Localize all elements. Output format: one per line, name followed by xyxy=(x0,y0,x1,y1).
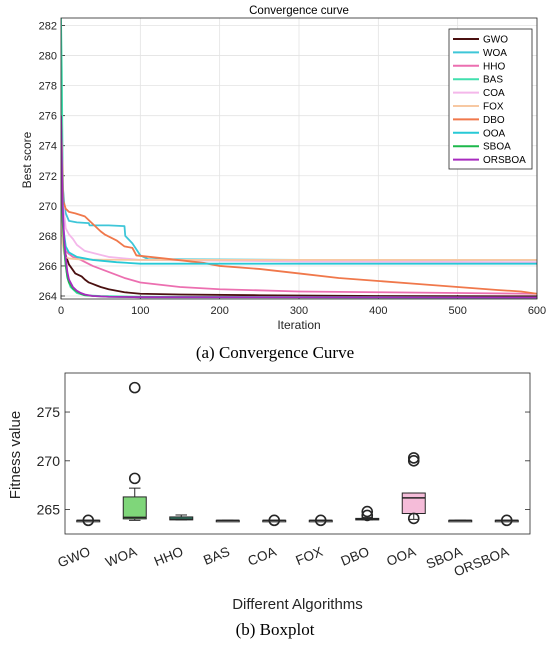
y-tick-label: 274 xyxy=(39,141,57,153)
caption-a-text: Convergence Curve xyxy=(218,343,355,362)
outlier-dbo xyxy=(361,509,374,522)
y-tick-label: 270 xyxy=(37,453,61,469)
series-line-dbo xyxy=(61,115,537,295)
x-tick-label-hho: HHO xyxy=(152,544,185,569)
legend-label-sboa: SBOA xyxy=(483,142,511,153)
legend-label-woa: WOA xyxy=(483,48,507,59)
convergence-chart: 0 100 200 300 400 500 600 264 266 268 270 272 274 276… xyxy=(20,5,546,332)
legend-label-hho: HHO xyxy=(483,61,505,72)
plot-frame xyxy=(60,17,538,300)
x-tick-label-gwo: GWO xyxy=(55,544,92,571)
legend-label-orsboa: ORSBOA xyxy=(483,155,526,166)
plot-frame xyxy=(64,372,531,535)
y-tick-label: 270 xyxy=(39,201,57,213)
x-tick-label: 0 xyxy=(58,305,64,317)
y-tick-label: 280 xyxy=(39,51,57,63)
caption-a-label: (a) xyxy=(195,343,215,362)
outlier-woa xyxy=(128,381,141,394)
series-group xyxy=(61,18,537,299)
x-tick-label: 400 xyxy=(369,305,387,317)
legend-label-bas: BAS xyxy=(483,75,503,86)
chart-title: Convergence curve xyxy=(249,5,349,17)
x-tick-label-woa: WOA xyxy=(103,544,139,570)
x-tick-label-fox: FOX xyxy=(294,544,325,568)
box-woa xyxy=(122,496,147,520)
x-tick-label: 600 xyxy=(528,305,546,317)
outlier-gwo xyxy=(82,514,95,527)
outlier-dbo xyxy=(361,505,374,518)
x-tick-label: 200 xyxy=(210,305,228,317)
x-tick-label: 500 xyxy=(448,305,466,317)
legend-label-ooa: OOA xyxy=(483,128,506,139)
outlier-fox xyxy=(314,514,327,527)
x-tick-label: 300 xyxy=(290,305,308,317)
y-tick-label: 275 xyxy=(37,404,61,420)
x-tick-label-bas: BAS xyxy=(201,544,232,568)
caption-b-label: (b) xyxy=(235,620,256,639)
legend-label-fox: FOX xyxy=(483,102,504,113)
caption-a: (a) Convergence Curve xyxy=(0,343,550,363)
legend-label-dbo: DBO xyxy=(483,115,505,126)
x-axis-label: Iteration xyxy=(277,318,320,332)
y-tick-label: 266 xyxy=(39,261,57,273)
y-tick-label: 278 xyxy=(39,81,57,93)
caption-b: (b) Boxplot xyxy=(0,620,550,640)
y-tick-label: 264 xyxy=(39,291,57,303)
x-tick-label-dbo: DBO xyxy=(339,544,372,569)
outlier-ooa xyxy=(407,512,420,525)
y-tick-label: 265 xyxy=(37,502,61,518)
x-tick-label-ooa: OOA xyxy=(384,544,417,569)
legend-label-coa: COA xyxy=(483,88,505,99)
outlier-woa xyxy=(128,472,141,485)
y-tick-label: 268 xyxy=(39,231,57,243)
y-axis-label: Fitness value xyxy=(7,411,24,499)
box-ooa xyxy=(401,492,426,515)
y-axis-label: Best score xyxy=(20,131,34,188)
y-tick-label: 282 xyxy=(39,21,57,33)
caption-b-text: Boxplot xyxy=(259,620,315,639)
y-tick-label: 272 xyxy=(39,171,57,183)
y-tick-label: 276 xyxy=(39,111,57,123)
series-line-fox xyxy=(61,115,537,261)
outlier-ooa xyxy=(407,452,420,464)
x-axis-label: Different Algorithms xyxy=(232,596,363,613)
outlier-orsboa xyxy=(500,514,513,527)
outlier-coa xyxy=(268,514,281,527)
x-tick-label-coa: COA xyxy=(246,544,279,569)
x-tick-label: 100 xyxy=(131,305,149,317)
legend-label-gwo: GWO xyxy=(483,35,508,46)
series-line-orsboa xyxy=(61,115,537,299)
